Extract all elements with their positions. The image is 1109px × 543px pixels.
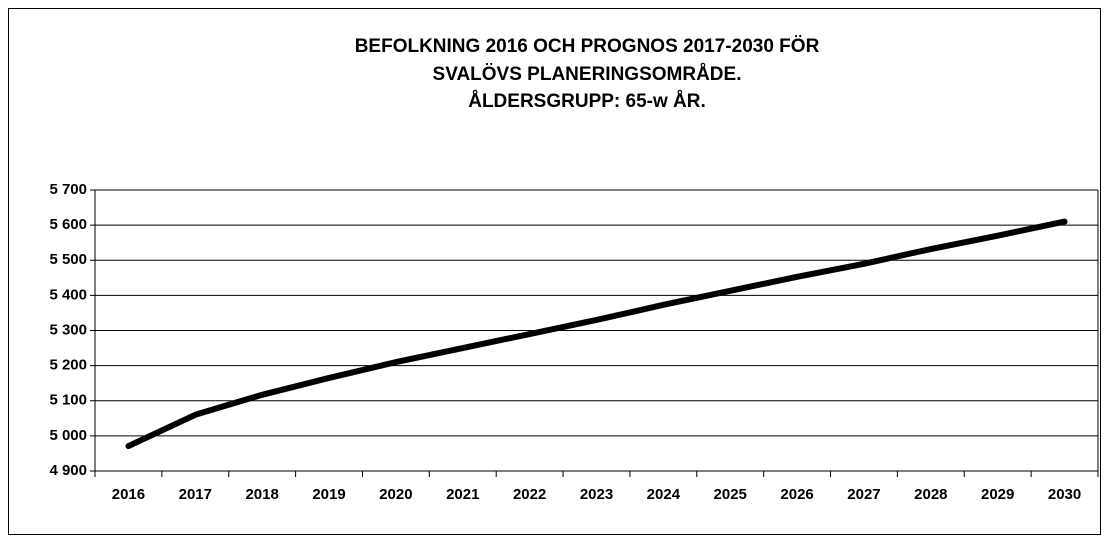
x-tick-label: 2019 [312,486,345,503]
x-tick-label: 2026 [780,486,813,503]
line [125,218,1068,450]
x-tick-label: 2021 [446,486,479,503]
x-tick-label: 2020 [379,486,412,503]
y-tick-label: 5 300 [49,321,87,338]
y-tick-label: 5 000 [49,427,87,444]
x-tick-label: 2030 [1048,486,1081,503]
chart-title: SVALÖVS PLANERINGSOMRÅDE. [433,64,742,85]
y-tick-label: 5 700 [49,181,87,198]
x-tick-label: 2022 [513,486,546,503]
x-tick-label: 2024 [647,486,681,503]
chart-title: BEFOLKNING 2016 OCH PROGNOS 2017-2030 FÖ… [355,36,820,57]
x-tick-label: 2028 [914,486,947,503]
y-tick-label: 5 400 [49,286,87,303]
y-tick-label: 5 100 [49,392,87,409]
x-tick-label: 2027 [847,486,880,503]
x-tick-label: 2029 [981,486,1014,503]
chart-title: ÅLDERSGRUPP: 65-w ÅR. [468,91,706,112]
x-tick-label: 2023 [580,486,613,503]
y-tick-label: 4 900 [49,462,87,479]
x-tick-label: 2016 [112,486,145,503]
x-tick-label: 2017 [179,486,212,503]
y-tick-label: 5 600 [49,216,87,233]
x-tick-label: 2025 [714,486,747,503]
x-tick-label: 2018 [245,486,278,503]
y-tick-label: 5 200 [49,357,87,374]
y-tick-label: 5 500 [49,251,87,268]
